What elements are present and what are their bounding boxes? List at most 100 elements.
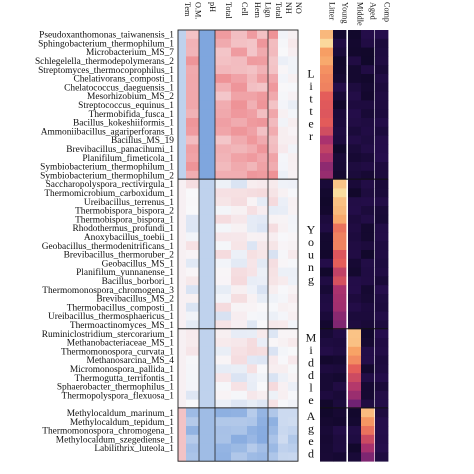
left-heatmap-cell [257, 452, 268, 462]
right-heatmap-cell [320, 30, 334, 40]
left-heatmap-cell [288, 338, 298, 348]
left-heatmap-cell [178, 452, 186, 462]
group-label-letter: g [308, 422, 314, 436]
left-heatmap-cell [268, 170, 278, 180]
left-heatmap-cell [199, 399, 215, 409]
left-heatmap-cell [231, 188, 247, 198]
left-heatmap-cell [247, 338, 257, 348]
left-heatmap-cell [278, 399, 288, 409]
left-heatmap-cell [215, 320, 231, 330]
right-heatmap-cell [320, 91, 334, 101]
right-heatmap-cell [333, 82, 347, 92]
right-heatmap-cell [361, 250, 375, 260]
left-column-label: Total [224, 2, 233, 19]
left-heatmap-cell [268, 206, 278, 216]
left-heatmap-cell [186, 390, 199, 400]
left-heatmap-cell [247, 320, 257, 330]
row-label: Thermogutta_terrifontis_1 [75, 373, 175, 384]
left-heatmap-cell [178, 188, 186, 198]
left-heatmap-cell [268, 338, 278, 348]
left-heatmap-cell [288, 294, 298, 304]
row-label: Ruminiclostridium_stercorarium_1 [42, 330, 175, 340]
left-heatmap-cell [178, 56, 186, 66]
left-heatmap-cell [247, 329, 257, 339]
left-heatmap-cell [186, 47, 199, 57]
left-heatmap-cell [288, 153, 298, 163]
left-heatmap-cell [247, 118, 257, 128]
left-heatmap-cell [257, 74, 268, 84]
left-heatmap-cell [247, 417, 257, 427]
left-heatmap-cell [257, 223, 268, 233]
row-label: Bacillus_borbori_1 [102, 277, 175, 287]
left-heatmap-cell [215, 214, 231, 224]
right-heatmap-cell [348, 338, 362, 348]
right-heatmap-cell [361, 382, 375, 392]
left-heatmap-cell [288, 74, 298, 84]
left-heatmap-cell [215, 250, 231, 260]
right-heatmap-cell [375, 162, 389, 172]
left-heatmap-cell [257, 355, 268, 365]
group-label-letter: g [308, 272, 314, 286]
right-heatmap-cell [375, 214, 389, 224]
left-heatmap-cell [268, 135, 278, 145]
right-heatmap-cell [320, 135, 334, 145]
left-heatmap-cell [199, 285, 215, 295]
left-heatmap-cell [199, 408, 215, 418]
left-heatmap-cell [288, 355, 298, 365]
right-heatmap-cell [361, 170, 375, 180]
left-heatmap-cell [199, 223, 215, 233]
left-heatmap-cell [186, 285, 199, 295]
left-heatmap-cell [231, 355, 247, 365]
right-heatmap-cell [333, 364, 347, 374]
left-heatmap-cell [215, 443, 231, 453]
left-heatmap-cell [268, 390, 278, 400]
group-label-letter: d [308, 368, 314, 382]
left-heatmap-cell [247, 250, 257, 260]
left-heatmap-cell [257, 390, 268, 400]
left-heatmap-cell [231, 100, 247, 110]
left-heatmap-cell [231, 153, 247, 163]
right-heatmap-cell [361, 197, 375, 207]
right-heatmap-cell [348, 390, 362, 400]
right-heatmap-cell [348, 197, 362, 207]
right-heatmap-cell [348, 56, 362, 66]
left-heatmap-cell [288, 408, 298, 418]
right-heatmap-cell [361, 294, 375, 304]
left-heatmap-cell [178, 346, 186, 356]
left-heatmap-cell [278, 65, 288, 75]
right-heatmap-cell [333, 373, 347, 383]
left-heatmap-cell [231, 311, 247, 321]
right-heatmap-cell [320, 38, 334, 48]
right-heatmap-cell [348, 417, 362, 427]
left-heatmap-cell [199, 179, 215, 189]
left-heatmap-cell [288, 162, 298, 172]
right-heatmap-cell [348, 109, 362, 119]
right-heatmap-cell [375, 47, 389, 57]
left-heatmap-cell [247, 355, 257, 365]
row-label: Thermobacillus_composti_1 [67, 303, 175, 313]
right-heatmap-cell [348, 65, 362, 75]
right-heatmap-cell [348, 452, 362, 462]
left-heatmap-cell [247, 223, 257, 233]
left-heatmap-cell [186, 126, 199, 136]
left-heatmap-cell [278, 109, 288, 119]
left-heatmap-cell [278, 232, 288, 242]
left-heatmap-cell [178, 65, 186, 75]
left-heatmap-cell [257, 179, 268, 189]
left-heatmap-cell [199, 135, 215, 145]
right-heatmap-cell [348, 311, 362, 321]
left-heatmap-cell [231, 179, 247, 189]
right-heatmap-cell [361, 258, 375, 268]
right-heatmap-cell [375, 91, 389, 101]
right-heatmap-cell [361, 188, 375, 198]
left-heatmap-cell [278, 197, 288, 207]
right-heatmap-cell [375, 302, 389, 312]
left-heatmap-cell [288, 382, 298, 392]
left-heatmap-cell [178, 408, 186, 418]
right-heatmap-cell [333, 47, 347, 57]
row-label: Methanobacteriaceae_MS_1 [67, 339, 175, 349]
left-heatmap-cell [231, 74, 247, 84]
left-heatmap-cell [247, 126, 257, 136]
left-heatmap-cell [288, 65, 298, 75]
